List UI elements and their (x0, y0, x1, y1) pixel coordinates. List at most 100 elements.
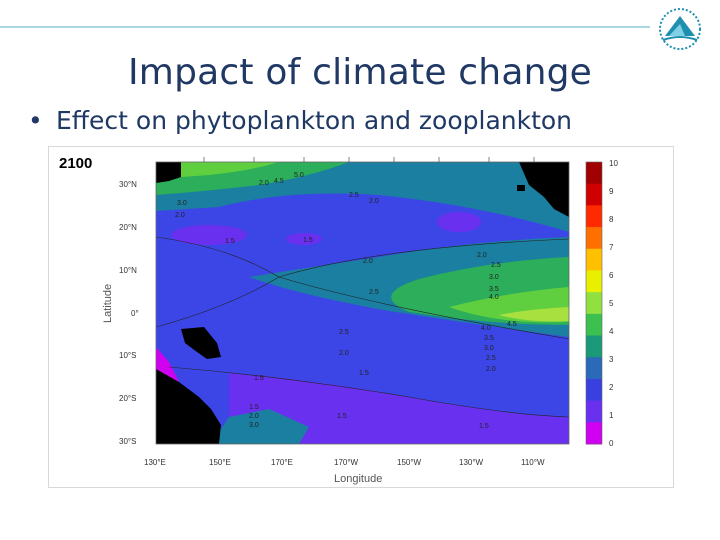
colorbar-swatch (586, 248, 602, 271)
land-asia (156, 162, 181, 183)
colorbar-tick-label: 6 (609, 271, 614, 280)
contour-label: 3.0 (249, 422, 259, 429)
colorbar-swatch (586, 378, 602, 402)
contour-south-low (168, 366, 569, 418)
contour-label: 2.0 (477, 252, 487, 259)
contour-label: 5.0 (294, 172, 304, 179)
colorbar-swatch (586, 422, 602, 445)
top-ticks (203, 157, 535, 162)
colorbar-tick-label: 2 (609, 383, 614, 392)
chlorophyll-map-figure: 5.0 4.5 2.0 3.0 2.0 2.5 2.0 1.5 1.5 2.0 … (48, 146, 674, 488)
colorbar-ticks: 10 9 8 7 6 5 4 3 2 1 0 (609, 159, 618, 448)
colorbar-tick-label: 0 (609, 439, 614, 448)
contour-label: 2.5 (349, 192, 359, 199)
contour-south (278, 276, 569, 340)
bullet-dot-icon: • (28, 106, 43, 135)
colorbar-swatch (586, 400, 602, 423)
colorbar-tick-label: 10 (609, 159, 618, 168)
contour-label: 2.0 (363, 258, 373, 265)
contour-label: 2.5 (491, 262, 501, 269)
colorbar-tick-label: 5 (609, 299, 614, 308)
colorbar-tick-label: 8 (609, 215, 614, 224)
bullet-item: • Effect on phytoplankton and zooplankton (28, 106, 572, 135)
colorbar (585, 161, 603, 445)
contour-label: 2.0 (369, 198, 379, 205)
contour-label: 3.0 (177, 200, 187, 207)
figure-year-label: 2100 (59, 155, 93, 172)
contour-north (278, 238, 569, 278)
contour-label: 4.5 (507, 321, 517, 328)
lat-tick-label: 30°S (119, 437, 136, 446)
bullet-text: Effect on phytoplankton and zooplankton (56, 106, 573, 135)
contour-label: 2.5 (486, 355, 496, 362)
north-west-low (171, 225, 247, 245)
map-field (156, 162, 569, 444)
lon-tick-label: 130°E (144, 458, 166, 467)
south-west-teal (211, 409, 309, 444)
north-band-lightgreen (156, 162, 279, 179)
colorbar-swatch (586, 335, 602, 358)
colorbar-swatch (586, 292, 602, 315)
colorbar-tick-label: 3 (609, 355, 614, 364)
contour-label: 1.5 (303, 237, 313, 244)
contour-label: 1.5 (479, 423, 489, 430)
lon-tick-label: 130°W (459, 458, 484, 467)
lat-tick-label: 0° (131, 309, 139, 318)
contour-labels: 5.0 4.5 2.0 3.0 2.0 2.5 2.0 1.5 1.5 2.0 … (175, 172, 517, 430)
land-new-guinea (181, 327, 221, 359)
contour-label: 2.0 (259, 180, 269, 187)
slide-title: Impact of climate change (127, 52, 592, 93)
colorbar-tick-label: 4 (609, 327, 614, 336)
contour-label: 1.5 (359, 370, 369, 377)
contour-label: 2.0 (249, 413, 259, 420)
contour-label: 3.5 (484, 335, 494, 342)
land-australia (156, 369, 221, 444)
map-svg: 5.0 4.5 2.0 3.0 2.0 2.5 2.0 1.5 1.5 2.0 … (102, 157, 618, 485)
contour-label: 1.5 (249, 404, 259, 411)
land-americas (519, 162, 569, 217)
contour-label: 1.5 (225, 238, 235, 245)
x-axis-title: Longitude (334, 473, 382, 485)
lon-tick-label: 170°E (271, 458, 293, 467)
lat-axis: 30°N 20°N 10°N 0° 10°S 20°S 30°S (119, 180, 139, 446)
lon-tick-label: 150°W (397, 458, 422, 467)
contour-label: 2.5 (339, 329, 349, 336)
contour-label: 3.0 (489, 274, 499, 281)
lat-tick-label: 30°N (119, 180, 137, 189)
contour-label: 4.5 (274, 178, 284, 185)
colorbar-frame (585, 161, 603, 445)
contour-label: 1.5 (337, 413, 347, 420)
lon-axis: 130°E 150°E 170°E 170°W 150°W 130°W 110°… (144, 458, 545, 467)
colorbar-tick-label: 7 (609, 243, 614, 252)
header-rule (0, 26, 650, 28)
colorbar-swatch (586, 162, 602, 185)
colorbar-swatch (586, 183, 602, 206)
lat-tick-label: 20°S (119, 394, 136, 403)
colorbar-swatch (586, 313, 602, 337)
contour-label: 3.5 (489, 286, 499, 293)
y-axis-title: Latitude (102, 284, 114, 323)
lat-tick-label: 20°N (119, 223, 137, 232)
land-baja (517, 185, 525, 191)
lon-tick-label: 110°W (521, 458, 545, 467)
colorbar-swatch (586, 227, 602, 250)
colorbar-tick-label: 1 (609, 411, 614, 420)
colorbar-swatch (586, 357, 602, 380)
lat-tick-label: 10°S (119, 351, 136, 360)
colorbar-swatch (586, 270, 602, 293)
contour-label: 2.0 (339, 350, 349, 357)
contour-label: 2.0 (175, 212, 185, 219)
contour-label: 4.0 (481, 325, 491, 332)
north-central-low (286, 233, 322, 245)
contour-label: 2.5 (369, 289, 379, 296)
contour-label: 1.5 (254, 375, 264, 382)
lon-tick-label: 150°E (209, 458, 231, 467)
colorbar-swatch (586, 205, 602, 228)
colorbar-tick-label: 9 (609, 187, 614, 196)
org-logo (659, 8, 701, 50)
plot-frame (155, 161, 570, 445)
contour-label: 3.0 (484, 345, 494, 352)
lat-tick-label: 10°N (119, 266, 137, 275)
equatorial-core (499, 307, 569, 322)
lon-tick-label: 170°W (334, 458, 359, 467)
